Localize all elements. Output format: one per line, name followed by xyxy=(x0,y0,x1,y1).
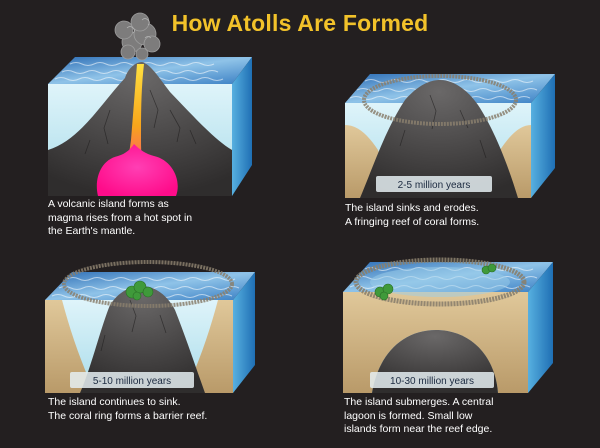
stage-4-caption-line: The island submerges. A central xyxy=(344,396,494,408)
stage-4-sediment xyxy=(343,292,528,393)
stage-2-age-label: 2-5 million years xyxy=(398,180,471,191)
stage-1-block xyxy=(48,12,252,196)
stage-1-magma-chamber xyxy=(96,144,178,196)
stage-2-island xyxy=(360,80,518,198)
stage-1-smoke-plume xyxy=(114,12,161,61)
stage-2-water-side xyxy=(531,74,555,198)
stage-3-island xyxy=(80,286,205,393)
stage-3-water-side xyxy=(233,272,255,393)
stage-4-water-side xyxy=(528,262,553,393)
stage-3-block: 5-10 million years xyxy=(45,260,255,393)
stage-4-lagoon xyxy=(370,267,510,297)
stage-4-caption: The island submerges. A central lagoon i… xyxy=(344,396,493,437)
stage-3-barrier-reef xyxy=(62,260,234,308)
stage-4-small-islands xyxy=(374,263,497,301)
stage-1-caption-line: magma rises from a hot spot in xyxy=(48,211,193,224)
stage-1-magma-conduit xyxy=(124,64,144,176)
stage-3-vegetation xyxy=(125,280,154,301)
stage-1-caption-line: A volcanic island forms as xyxy=(48,198,169,210)
stage-3-sediment-left xyxy=(45,300,95,393)
stage-4-caption-line: lagoon is formed. Small low xyxy=(344,409,473,422)
stage-2-caption-line: The island sinks and erodes. xyxy=(345,202,479,214)
stage-4-caption-line: islands form near the reef edge. xyxy=(344,423,493,435)
stage-4-block: 10-30 million years xyxy=(343,257,553,393)
stage-3-age-label: 5-10 million years xyxy=(93,376,171,387)
stage-3-caption-line: The island continues to sink. xyxy=(48,396,181,408)
stage-1-caption: A volcanic island forms as magma rises f… xyxy=(48,198,192,239)
diagram-title: How Atolls Are Formed xyxy=(171,10,429,36)
stage-4-atoll-ring xyxy=(353,257,527,307)
stage-2-caption-line: A fringing reef of coral forms. xyxy=(345,215,480,228)
stage-2-block: 2-5 million years xyxy=(345,74,555,198)
stage-3-sea-surface xyxy=(45,272,255,300)
stage-3-caption: The island continues to sink. The coral … xyxy=(48,396,207,423)
stage-3-sediment-right xyxy=(185,300,233,393)
stage-4-age-label: 10-30 million years xyxy=(390,376,474,387)
stage-1-caption-line: the Earth's mantle. xyxy=(48,225,136,237)
stage-2-caption: The island sinks and erodes. A fringing … xyxy=(345,202,479,229)
stage-2-fringing-reef xyxy=(362,74,518,126)
stage-3-caption-line: The coral ring forms a barrier reef. xyxy=(48,409,208,422)
stage-1-water-side xyxy=(232,57,252,196)
